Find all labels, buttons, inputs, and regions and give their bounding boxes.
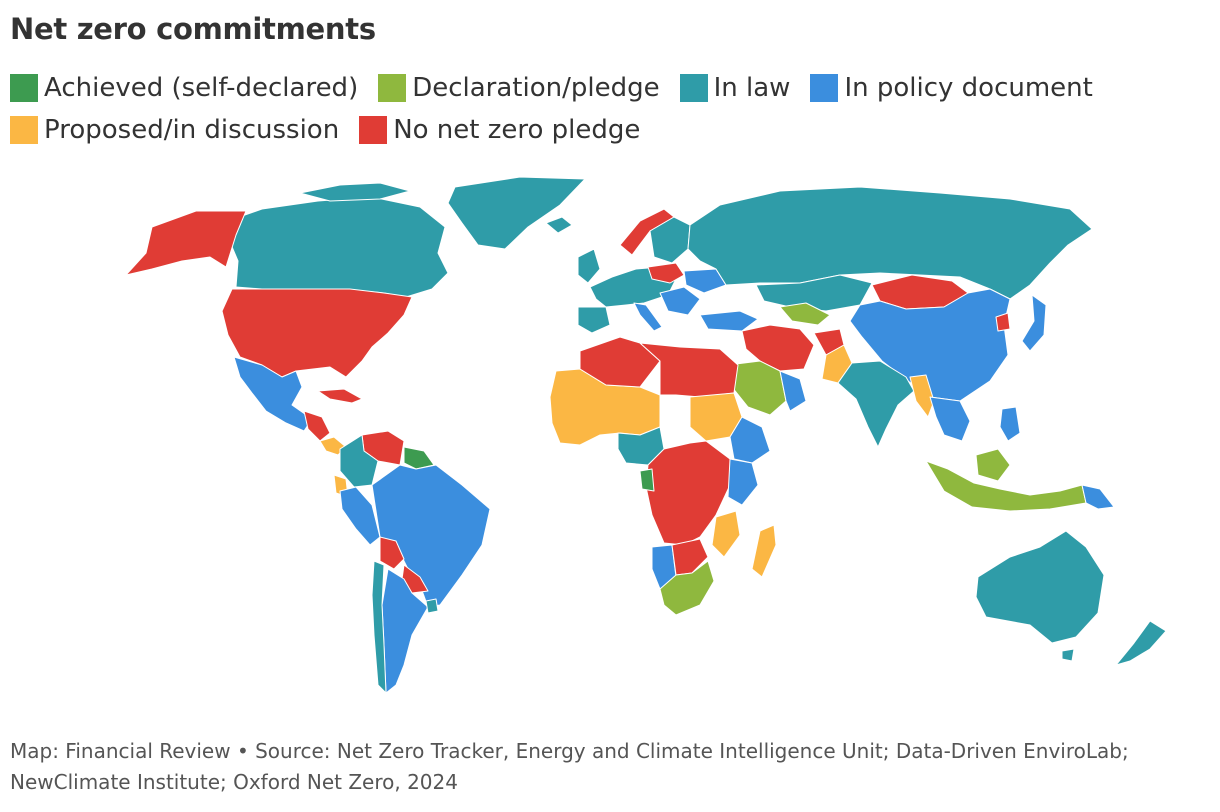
region-arctic-islands: [299, 182, 411, 202]
region-greenland: [447, 176, 586, 250]
legend-item-policy: In policy document: [810, 72, 1093, 104]
world-map: [125, 176, 1167, 694]
legend-item-achieved: Achieved (self-declared): [10, 72, 358, 104]
region-canada: [221, 196, 449, 298]
region-new-zealand: [1115, 620, 1167, 666]
map-source-note: Map: Financial Review • Source: Net Zero…: [10, 739, 1129, 794]
legend-label-policy: In policy document: [844, 73, 1093, 103]
region-tasmania: [1061, 648, 1075, 662]
region-balkans: [659, 286, 701, 316]
legend-swatch-in-law: [679, 74, 708, 102]
region-australia: [975, 530, 1105, 644]
region-peru: [339, 486, 381, 546]
region-maghreb: [579, 336, 661, 388]
region-iran-iraq: [741, 324, 815, 372]
region-united-states: [221, 288, 413, 378]
region-gabon: [639, 468, 655, 492]
region-iceland: [545, 216, 573, 234]
region-turkmenistan-uzbekistan: [779, 302, 831, 326]
region-borneo: [975, 448, 1011, 482]
legend-label-no-pledge: No net zero pledge: [393, 115, 641, 145]
region-iberia: [577, 306, 611, 334]
legend-item-in-law: In law: [679, 72, 791, 104]
region-cuba: [317, 388, 363, 404]
region-south-africa: [659, 560, 715, 616]
region-botswana: [671, 538, 709, 576]
region-papua-new-guinea: [1081, 484, 1115, 510]
legend-swatch-achieved: [10, 74, 38, 102]
region-ukraine: [683, 268, 727, 294]
region-central-america: [303, 410, 331, 442]
region-kenya: [727, 458, 759, 506]
legend-item-proposed: Proposed/in discussion: [10, 114, 339, 146]
region-colombia: [339, 434, 379, 488]
region-uk-ireland: [577, 248, 601, 284]
legend-swatch-declaration: [378, 74, 407, 102]
region-north-korea: [995, 312, 1011, 332]
region-japan: [1021, 294, 1047, 352]
map-legend: Achieved (self-declared) Declaration/ple…: [10, 72, 1190, 146]
region-chile: [371, 560, 387, 694]
legend-label-in-law: In law: [713, 73, 791, 103]
region-madagascar: [751, 524, 777, 578]
region-india: [837, 360, 915, 448]
region-guyana-suriname: [403, 446, 435, 470]
legend-swatch-proposed: [10, 116, 38, 144]
legend-label-proposed: Proposed/in discussion: [44, 115, 340, 145]
legend-item-declaration: Declaration/pledge: [378, 72, 660, 104]
region-libya-egypt: [639, 342, 739, 398]
region-alaska: [125, 210, 247, 276]
region-indochina: [929, 396, 971, 442]
map-title: Net zero commitments: [10, 12, 376, 46]
legend-swatch-policy: [810, 74, 839, 102]
region-myanmar-bangladesh: [909, 374, 935, 418]
region-bolivia: [379, 536, 405, 570]
region-oman-uae: [779, 370, 807, 412]
legend-swatch-no-pledge: [359, 116, 388, 144]
region-central-africa: [645, 440, 731, 546]
legend-item-no-pledge: No net zero pledge: [359, 114, 640, 146]
region-ethiopia: [729, 416, 771, 464]
region-uruguay: [425, 598, 439, 614]
region-poland: [647, 262, 685, 284]
region-china: [849, 288, 1011, 402]
legend-label-declaration: Declaration/pledge: [412, 73, 660, 103]
region-philippines: [999, 406, 1021, 442]
region-italy: [633, 302, 663, 332]
region-mozambique: [711, 510, 741, 558]
legend-label-achieved: Achieved (self-declared): [44, 73, 359, 103]
region-turkey: [699, 310, 759, 332]
